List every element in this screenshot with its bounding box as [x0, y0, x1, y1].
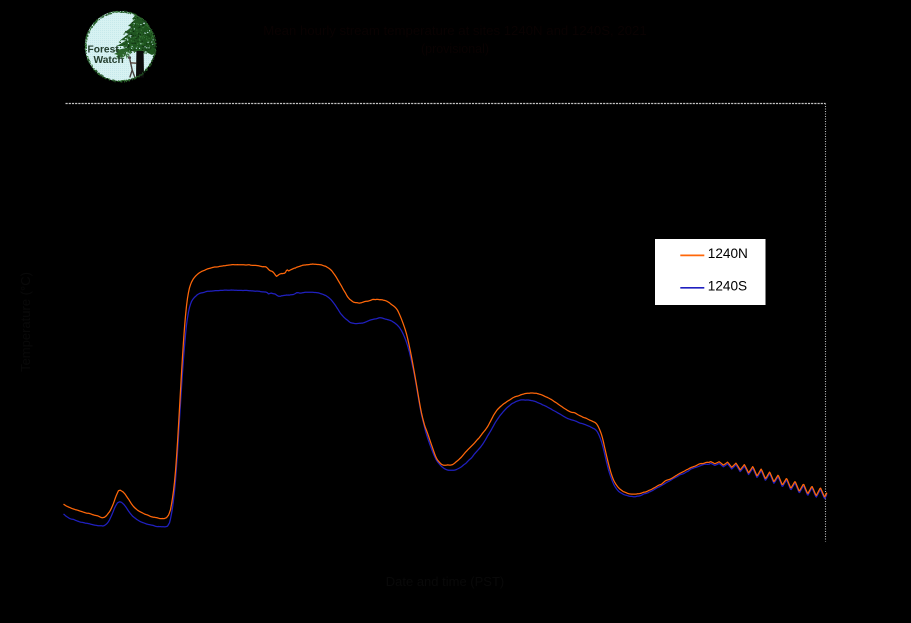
svg-text:Date and time (PST): Date and time (PST)	[386, 574, 505, 589]
svg-text:Watch: Watch	[94, 55, 124, 66]
svg-text:(provisional): (provisional)	[421, 42, 489, 56]
svg-text:Forest: Forest	[88, 45, 120, 56]
svg-text:Mean hourly stream temperature: Mean hourly stream temperature at sites …	[263, 23, 646, 38]
svg-text:1240S: 1240S	[708, 279, 747, 294]
svg-text:1240N: 1240N	[708, 246, 748, 261]
svg-text:Temperature (°C): Temperature (°C)	[18, 272, 33, 372]
